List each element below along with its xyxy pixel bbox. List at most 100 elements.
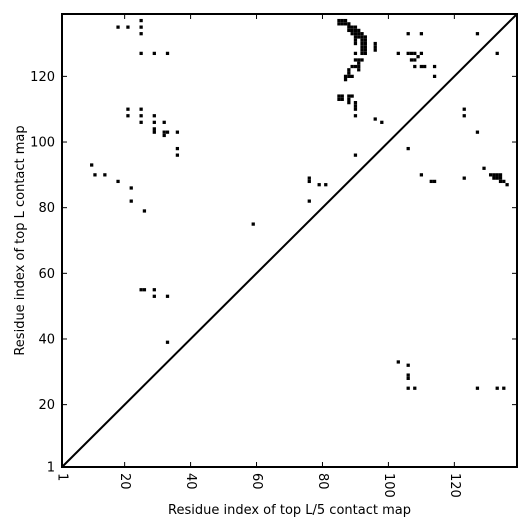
contact-cell: [502, 179, 506, 184]
contact-cell: [363, 45, 367, 49]
contact-cell: [360, 38, 364, 42]
contact-cell: [360, 48, 364, 52]
contact-cell: [93, 173, 97, 177]
contact-cell: [488, 173, 493, 177]
contact-cell: [340, 18, 344, 23]
x-tick-label: 100: [381, 473, 396, 498]
contact-cell: [307, 176, 311, 180]
contact-cell: [324, 183, 328, 187]
contact-cell: [406, 373, 410, 377]
contact-cell: [363, 35, 367, 39]
contact-cell: [416, 55, 420, 59]
contact-cell: [406, 51, 410, 56]
contact-cell: [462, 107, 466, 111]
contact-cell: [129, 199, 133, 203]
contact-cell: [162, 133, 166, 138]
contact-cell: [337, 94, 341, 98]
contact-cell: [360, 32, 364, 36]
contact-cell: [139, 32, 143, 36]
y-tick-label: 20: [38, 398, 55, 413]
contact-cell: [350, 25, 354, 29]
contact-cell: [357, 35, 361, 39]
contact-cell: [340, 97, 344, 101]
contact-cell: [350, 32, 354, 36]
contact-cell: [126, 114, 130, 118]
contact-cell: [396, 51, 400, 56]
contact-cell: [350, 74, 354, 78]
contact-cell: [139, 18, 143, 23]
contact-cell: [495, 173, 499, 177]
contact-cell: [350, 28, 354, 33]
contact-cell: [413, 51, 417, 56]
contact-cell: [347, 25, 351, 29]
y-tick-label: 60: [38, 267, 55, 282]
contact-cell: [353, 58, 358, 62]
contact-cell: [350, 94, 354, 98]
y-tick-label: 120: [30, 70, 55, 85]
contact-cell: [406, 146, 410, 151]
contact-cell: [347, 28, 351, 33]
contact-cell: [357, 61, 361, 65]
contact-cell: [492, 173, 496, 177]
contact-cell: [475, 130, 480, 134]
contact-cell: [360, 45, 364, 49]
contact-cell: [139, 51, 143, 56]
contact-cell: [165, 340, 170, 344]
contact-cell: [152, 51, 156, 56]
contact-cell: [406, 386, 410, 390]
contact-cell: [406, 32, 410, 36]
contact-cell: [419, 64, 424, 69]
contact-cell: [116, 25, 120, 29]
contact-cell: [251, 222, 255, 226]
contact-cell: [343, 78, 348, 82]
y-tick-label: 40: [38, 332, 55, 347]
contact-cell: [360, 51, 364, 56]
contact-cell: [347, 94, 351, 98]
contact-cell: [363, 48, 367, 52]
contact-cell: [337, 97, 341, 101]
contact-cell: [357, 58, 361, 62]
contact-cell: [409, 51, 414, 56]
contact-cell: [396, 360, 400, 364]
contact-cell: [357, 32, 361, 36]
contact-marks: [90, 18, 509, 390]
contact-cell: [353, 38, 358, 42]
contact-cell: [347, 22, 351, 26]
contact-cell: [340, 94, 344, 98]
contact-cell: [363, 41, 367, 46]
contact-cell: [419, 51, 424, 56]
contact-cell: [350, 64, 354, 69]
contact-cell: [360, 35, 364, 39]
contact-cell: [475, 386, 480, 390]
contact-cell: [347, 97, 351, 101]
contact-cell: [462, 176, 466, 180]
contact-cell: [498, 176, 503, 180]
contact-cell: [126, 107, 130, 111]
contact-cell: [317, 183, 321, 187]
contact-cell: [152, 288, 156, 292]
contact-cell: [139, 25, 143, 29]
contact-cell: [406, 363, 410, 367]
contact-cell: [347, 101, 351, 105]
contact-cell: [340, 22, 344, 26]
x-tick-label: 40: [183, 473, 198, 490]
contact-cell: [373, 45, 377, 49]
contact-cell: [337, 22, 341, 26]
contact-cell: [103, 173, 107, 177]
contact-cell: [373, 41, 377, 46]
contact-cell: [165, 51, 170, 56]
contact-cell: [353, 153, 358, 157]
contact-cell: [162, 120, 166, 124]
contact-cell: [343, 74, 348, 78]
contact-cell: [343, 22, 348, 26]
contact-cell: [90, 163, 94, 167]
contact-cell: [406, 376, 410, 380]
contact-cell: [498, 173, 503, 177]
contact-cell: [373, 117, 377, 121]
contact-cell: [353, 104, 358, 108]
x-tick-label: 1: [55, 473, 70, 481]
contact-cell: [429, 179, 433, 184]
y-tick-label: 100: [30, 136, 55, 151]
